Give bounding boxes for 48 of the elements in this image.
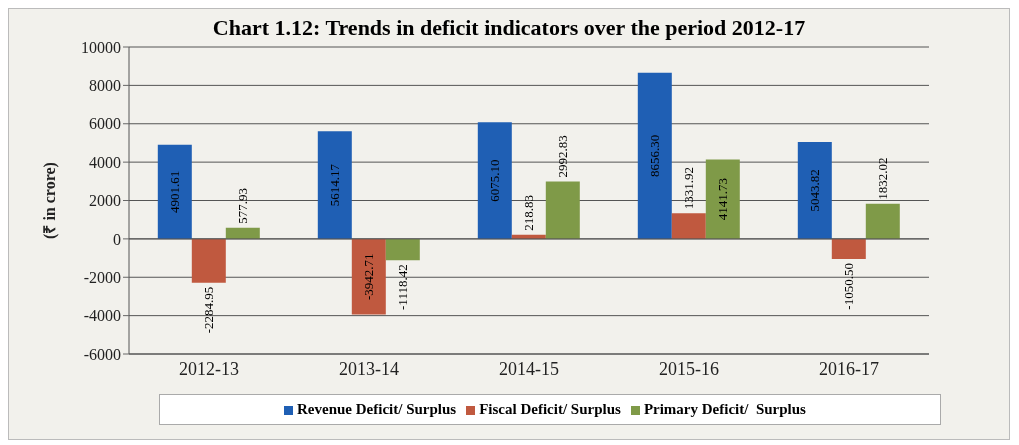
x-tick-label: 2014-15	[499, 358, 559, 379]
bar	[865, 203, 900, 239]
bar	[637, 72, 672, 239]
data-label: 5043.82	[807, 169, 823, 212]
y-tick-label: 0	[113, 230, 121, 248]
data-label: -1050.50	[841, 263, 857, 310]
data-label: 577.93	[235, 188, 251, 224]
bar	[191, 238, 226, 283]
data-label: 1832.02	[875, 157, 891, 200]
bar	[545, 181, 580, 239]
y-tick-label: -6000	[83, 345, 121, 363]
legend-label: Primary Deficit/ Surplus	[643, 401, 806, 417]
y-axis-title: (₹ in crore)	[40, 162, 59, 239]
data-label: 218.83	[521, 194, 537, 231]
y-tick-label: 6000	[89, 115, 121, 133]
bar	[705, 159, 740, 239]
bar	[317, 131, 352, 239]
y-tick-label: 4000	[89, 153, 121, 171]
legend-label: Fiscal Deficit/ Surplus	[479, 401, 621, 417]
bar	[797, 142, 832, 239]
bar	[351, 238, 386, 315]
data-label: -3942.71	[361, 253, 377, 300]
data-label: 5614.17	[327, 163, 343, 207]
data-label: -2284.95	[201, 286, 217, 334]
x-tick-label: 2016-17	[819, 358, 879, 379]
data-label: 1331.92	[681, 167, 697, 210]
y-tick-label: -4000	[83, 307, 121, 325]
x-tick-label: 2013-14	[339, 358, 399, 379]
x-tick-label: 2015-16	[659, 358, 719, 379]
bar	[225, 227, 260, 239]
data-label: 4901.61	[167, 170, 183, 213]
data-label: 4141.73	[715, 178, 731, 221]
y-tick-label: 2000	[89, 192, 121, 210]
data-label: 6075.10	[487, 159, 503, 202]
y-tick-label: -2000	[83, 268, 121, 286]
y-tick-label: 8000	[89, 77, 121, 95]
legend-label: Revenue Deficit/ Surplus	[297, 401, 457, 417]
data-label: -1118.42	[395, 264, 411, 310]
bar	[831, 238, 866, 260]
bar	[385, 238, 420, 261]
bar	[671, 213, 706, 239]
chart-title: Chart 1.12: Trends in deficit indicators over the period 2012-17	[212, 15, 806, 40]
x-tick-label: 2012-13	[179, 358, 239, 379]
y-tick-label: 10000	[81, 38, 121, 56]
data-label: 8656.30	[647, 134, 663, 177]
bar	[157, 144, 192, 239]
data-label: 2992.83	[555, 135, 571, 178]
bar	[477, 122, 512, 239]
